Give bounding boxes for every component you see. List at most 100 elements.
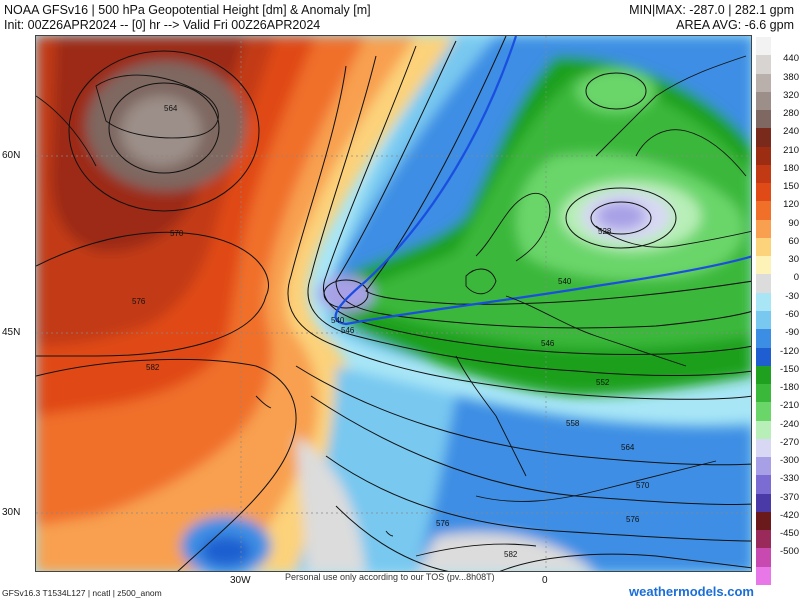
legend-color <box>756 530 771 549</box>
legend-level-label: 120 <box>783 199 799 211</box>
legend-swatch <box>756 530 800 549</box>
map-canvas: 564 570 576 582 540 546 546 552 558 564 … <box>36 36 751 571</box>
map-title: NOAA GFSv16 | 500 hPa Geopotential Heigh… <box>4 3 371 17</box>
legend-level-label: -370 <box>779 491 799 503</box>
contour-label: 528 <box>598 227 612 236</box>
contour-label: 576 <box>436 519 450 528</box>
legend-color <box>756 146 771 165</box>
legend-swatch <box>756 548 800 567</box>
legend-swatch <box>756 237 800 257</box>
legend-level-label: 210 <box>783 144 799 156</box>
lat-label-45n: 45N <box>2 327 21 338</box>
legend-color <box>756 183 771 202</box>
legend-color <box>756 384 771 403</box>
anomaly-map: 564 570 576 582 540 546 546 552 558 564 … <box>35 35 752 572</box>
legend-color <box>756 55 771 74</box>
legend-swatch <box>756 329 800 348</box>
legend-swatch <box>756 256 800 275</box>
contour-label: 564 <box>621 443 635 452</box>
legend-color <box>756 548 771 567</box>
legend-color <box>756 274 771 293</box>
contour-label: 564 <box>164 104 178 113</box>
legend-swatch <box>756 347 800 366</box>
legend-swatch <box>756 110 800 129</box>
legend-swatch <box>756 420 800 439</box>
contour-label: 576 <box>626 515 640 524</box>
legend-color <box>756 438 771 458</box>
legend-level-label: 30 <box>788 254 799 266</box>
legend-color <box>756 164 771 184</box>
legend-level-label: 280 <box>783 108 799 120</box>
legend-level-label: -180 <box>779 382 799 394</box>
legend-level-label: -120 <box>779 345 799 357</box>
legend-swatch <box>756 37 800 56</box>
legend-swatch <box>756 384 800 403</box>
legend-level-label: -240 <box>779 418 799 430</box>
legend-swatch <box>756 365 800 385</box>
legend-swatch <box>756 201 800 220</box>
legend-color <box>756 91 771 111</box>
legend-swatch <box>756 475 800 494</box>
legend-swatch <box>756 91 800 111</box>
legend-swatch <box>756 511 800 531</box>
legend-color <box>756 347 771 366</box>
legend-swatch <box>756 183 800 202</box>
legend-swatch <box>756 55 800 74</box>
lat-label-30n: 30N <box>2 507 21 518</box>
legend-level-label: -420 <box>779 509 799 521</box>
lon-label-0: 0 <box>542 575 548 586</box>
contour-label: 582 <box>504 550 518 559</box>
legend-swatch <box>756 128 800 147</box>
legend-level-label: 380 <box>783 71 799 83</box>
legend-level-label: 180 <box>783 162 799 174</box>
legend-level-label: 150 <box>783 181 799 193</box>
coastlines <box>36 55 751 557</box>
legend-color <box>756 311 771 330</box>
legend-color <box>756 256 771 275</box>
legend-swatch <box>756 402 800 421</box>
legend-swatch <box>756 73 800 92</box>
legend-color <box>756 566 771 585</box>
legend-color <box>756 219 771 238</box>
contour-label: 570 <box>636 481 650 490</box>
legend-swatch <box>756 438 800 458</box>
legend-level-label: -150 <box>779 363 799 375</box>
legend-swatch <box>756 457 800 476</box>
contour-label: 570 <box>170 229 184 238</box>
legend-color <box>756 128 771 147</box>
min-max-readout: MIN|MAX: -287.0 | 282.1 gpm <box>629 3 794 17</box>
legend-swatch <box>756 146 800 165</box>
legend-level-label: 0 <box>793 272 799 284</box>
brand-link[interactable]: weathermodels.com <box>629 584 754 599</box>
legend-color <box>756 237 771 257</box>
contour-label: 540 <box>558 277 572 286</box>
legend-swatch <box>756 566 800 585</box>
legend-swatch <box>756 311 800 330</box>
legend-swatch <box>756 274 800 293</box>
model-info: GFSv16.3 T1534L127 | ncatl | z500_anom <box>2 588 162 598</box>
contour-label: 582 <box>146 363 160 372</box>
legend-color <box>756 329 771 348</box>
contour-label: 558 <box>566 419 580 428</box>
legend-color <box>756 457 771 476</box>
contour-label: 552 <box>596 378 610 387</box>
legend-level-label: 240 <box>783 126 799 138</box>
legend-color <box>756 73 771 92</box>
color-legend: 440 380 320 280 240 210 180 150 120 90 60 30 0 -30 -60… <box>756 37 800 585</box>
legend-level-label: 60 <box>788 235 799 247</box>
legend-level-label: -30 <box>785 290 799 302</box>
contour-label: 546 <box>341 326 355 335</box>
legend-level-label: -450 <box>779 528 799 540</box>
lon-label-30w: 30W <box>230 575 251 586</box>
contour-label: 546 <box>541 339 555 348</box>
legend-color <box>756 201 771 220</box>
legend-swatch <box>756 292 800 311</box>
legend-color <box>756 493 771 512</box>
legend-level-label: -270 <box>779 436 799 448</box>
legend-level-label: 90 <box>788 217 799 229</box>
legend-swatch <box>756 164 800 184</box>
legend-level-label: -210 <box>779 400 799 412</box>
contour-label: 576 <box>132 297 146 306</box>
legend-swatch <box>756 219 800 238</box>
legend-color <box>756 37 771 56</box>
